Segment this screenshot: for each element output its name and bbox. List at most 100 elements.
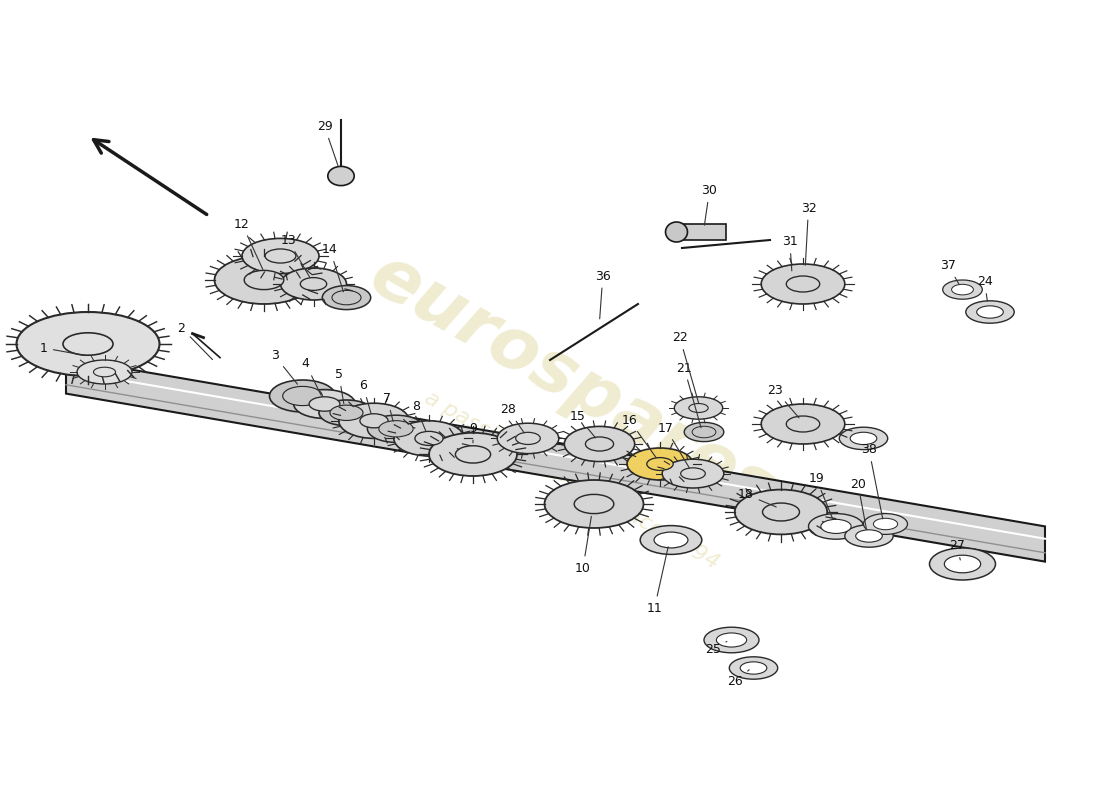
Text: 37: 37 — [940, 259, 959, 284]
Ellipse shape — [674, 397, 723, 419]
Text: 26: 26 — [727, 670, 749, 688]
Text: 19: 19 — [808, 472, 833, 519]
Text: 8: 8 — [411, 400, 426, 431]
Ellipse shape — [845, 525, 893, 547]
Ellipse shape — [692, 426, 716, 438]
Ellipse shape — [497, 423, 559, 454]
Text: 3: 3 — [271, 350, 297, 384]
Ellipse shape — [330, 405, 363, 421]
Ellipse shape — [647, 458, 673, 470]
Ellipse shape — [332, 290, 361, 305]
Text: 28: 28 — [500, 403, 525, 433]
Text: 9: 9 — [469, 422, 477, 443]
Ellipse shape — [640, 526, 702, 554]
Text: 10: 10 — [575, 516, 592, 574]
Text: 14: 14 — [322, 243, 343, 292]
Ellipse shape — [516, 432, 540, 445]
Ellipse shape — [944, 555, 981, 573]
Ellipse shape — [455, 446, 491, 463]
Ellipse shape — [378, 421, 414, 437]
Text: 36: 36 — [595, 270, 610, 319]
Ellipse shape — [786, 276, 820, 292]
Ellipse shape — [873, 518, 898, 530]
Ellipse shape — [729, 657, 778, 679]
Ellipse shape — [627, 448, 693, 480]
Ellipse shape — [63, 333, 113, 355]
Ellipse shape — [77, 360, 132, 384]
Text: 22: 22 — [672, 331, 698, 404]
Text: 12: 12 — [234, 218, 263, 270]
Text: 11: 11 — [647, 546, 668, 614]
Text: 4: 4 — [301, 358, 321, 395]
Ellipse shape — [244, 270, 284, 290]
Ellipse shape — [716, 633, 747, 647]
Text: 6: 6 — [359, 379, 371, 414]
Ellipse shape — [544, 480, 644, 528]
Ellipse shape — [943, 280, 982, 299]
Ellipse shape — [564, 426, 635, 462]
Ellipse shape — [214, 256, 314, 304]
Ellipse shape — [740, 662, 767, 674]
Ellipse shape — [735, 490, 827, 534]
Ellipse shape — [242, 238, 319, 274]
Polygon shape — [676, 224, 726, 240]
Ellipse shape — [280, 268, 346, 300]
Ellipse shape — [585, 437, 614, 451]
Text: 29: 29 — [317, 120, 338, 166]
Ellipse shape — [300, 278, 327, 290]
Text: 24: 24 — [977, 275, 992, 302]
Ellipse shape — [429, 433, 517, 476]
Text: 32: 32 — [801, 202, 816, 266]
Ellipse shape — [309, 397, 340, 411]
Ellipse shape — [808, 514, 864, 539]
Ellipse shape — [662, 459, 724, 488]
Text: 1: 1 — [40, 342, 86, 355]
Text: 18: 18 — [738, 488, 777, 507]
Text: 21: 21 — [676, 362, 701, 428]
Text: 16: 16 — [621, 414, 657, 458]
Ellipse shape — [761, 404, 845, 444]
Ellipse shape — [821, 519, 851, 534]
Ellipse shape — [966, 301, 1014, 323]
Ellipse shape — [839, 427, 888, 450]
Ellipse shape — [367, 415, 425, 442]
Polygon shape — [66, 358, 1045, 562]
Ellipse shape — [977, 306, 1003, 318]
Ellipse shape — [850, 432, 877, 445]
Ellipse shape — [654, 532, 688, 548]
Ellipse shape — [684, 422, 724, 442]
Ellipse shape — [761, 264, 845, 304]
Text: 38: 38 — [861, 443, 883, 519]
Text: 7: 7 — [383, 392, 393, 422]
Text: 30: 30 — [702, 184, 717, 226]
Text: 2: 2 — [177, 322, 212, 360]
Ellipse shape — [574, 494, 614, 514]
Ellipse shape — [856, 530, 882, 542]
Text: 31: 31 — [782, 235, 797, 271]
Text: 23: 23 — [768, 384, 799, 418]
Ellipse shape — [762, 503, 800, 521]
Ellipse shape — [394, 421, 464, 456]
Text: 27: 27 — [949, 539, 965, 560]
Ellipse shape — [930, 548, 996, 580]
Text: 5: 5 — [334, 368, 344, 404]
Ellipse shape — [786, 416, 820, 432]
Text: 15: 15 — [570, 410, 595, 438]
Ellipse shape — [319, 400, 374, 426]
Ellipse shape — [294, 390, 355, 418]
Ellipse shape — [689, 403, 708, 413]
Ellipse shape — [681, 468, 705, 479]
Text: 25: 25 — [705, 642, 727, 656]
Ellipse shape — [864, 514, 907, 534]
Ellipse shape — [270, 380, 336, 412]
Ellipse shape — [265, 249, 296, 263]
Text: 17: 17 — [658, 422, 690, 468]
Ellipse shape — [94, 367, 115, 377]
Text: eurospares: eurospares — [358, 240, 786, 528]
Text: 20: 20 — [850, 478, 867, 529]
Ellipse shape — [283, 386, 322, 406]
Text: a passion for parts since 1994: a passion for parts since 1994 — [421, 387, 723, 573]
Ellipse shape — [322, 286, 371, 310]
Text: 13: 13 — [280, 234, 310, 278]
Ellipse shape — [704, 627, 759, 653]
